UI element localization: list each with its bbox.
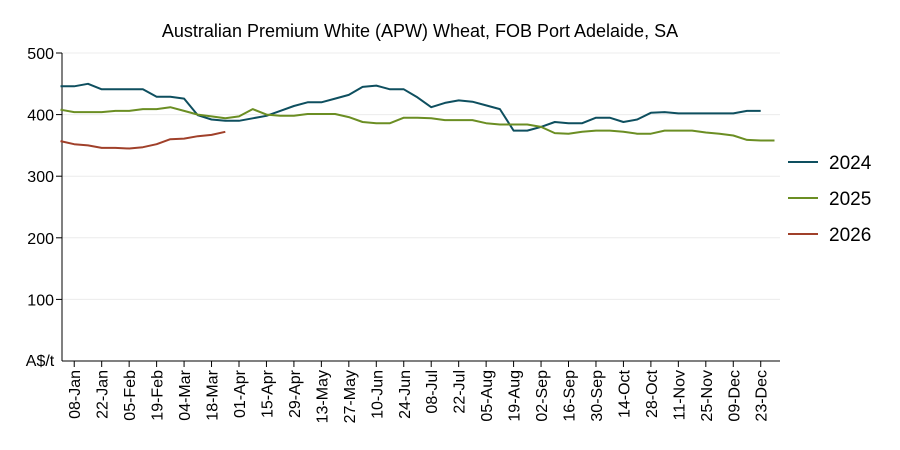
x-tick-label: 08-Jul (424, 370, 441, 414)
series-lines (60, 82, 775, 150)
x-tick-label: 25-Nov (699, 370, 716, 422)
y-tick-label: 300 (27, 169, 54, 186)
x-tick-label: 27-May (342, 370, 359, 423)
x-tick-label: 29-Apr (287, 369, 304, 418)
y-tick-label: 200 (27, 231, 54, 248)
legend-label-2025: 2025 (829, 189, 871, 210)
x-axis: 08-Jan 22-Jan 05-Feb 19-Feb 04-Mar 18-Mar 01-A… (67, 361, 771, 423)
legend-label-2024: 2024 (829, 153, 872, 174)
x-tick-label: 22-Jan (95, 370, 112, 419)
x-tick-label: 18-Mar (205, 369, 222, 420)
x-tick-label: 24-Jun (397, 370, 414, 419)
x-tick-label: 05-Feb (122, 370, 139, 421)
x-tick-label: 04-Mar (177, 369, 194, 420)
x-tick-label: 14-Oct (616, 369, 633, 418)
x-tick-label: 02-Sep (534, 370, 551, 422)
x-tick-label: 19-Feb (150, 370, 167, 421)
x-tick-label: 05-Aug (479, 370, 496, 422)
y-axis-label: A$/t (26, 353, 55, 370)
x-tick-label: 19-Aug (507, 370, 524, 422)
x-tick-label: 11-Nov (671, 370, 688, 420)
x-tick-label: 10-Jun (369, 370, 386, 419)
y-axis: 100 200 300 400 500 (27, 46, 62, 309)
x-tick-label: 22-Jul (452, 370, 469, 414)
x-tick-label: 28-Oct (644, 369, 661, 418)
x-tick-label: 16-Sep (562, 370, 579, 422)
y-tick-label: 100 (27, 292, 54, 309)
x-tick-label: 30-Sep (589, 370, 606, 422)
x-tick-label: 09-Dec (726, 370, 743, 422)
series-line-2026 (60, 130, 226, 150)
chart-title: Australian Premium White (APW) Wheat, FO… (162, 21, 678, 41)
y-tick-label: 500 (27, 46, 54, 63)
series-line-2025 (60, 106, 775, 142)
legend-label-2026: 2026 (829, 225, 871, 246)
x-tick-label: 08-Jan (67, 370, 84, 419)
gridlines (62, 52, 780, 300)
legend: 2024 2025 2026 (788, 153, 872, 246)
series-line-2024 (60, 82, 761, 132)
x-tick-label: 13-May (314, 370, 331, 423)
x-tick-label: 01-Apr (232, 369, 249, 418)
x-tick-label: 23-Dec (754, 370, 771, 422)
y-tick-label: 400 (27, 108, 54, 125)
x-tick-label: 15-Apr (259, 369, 276, 418)
